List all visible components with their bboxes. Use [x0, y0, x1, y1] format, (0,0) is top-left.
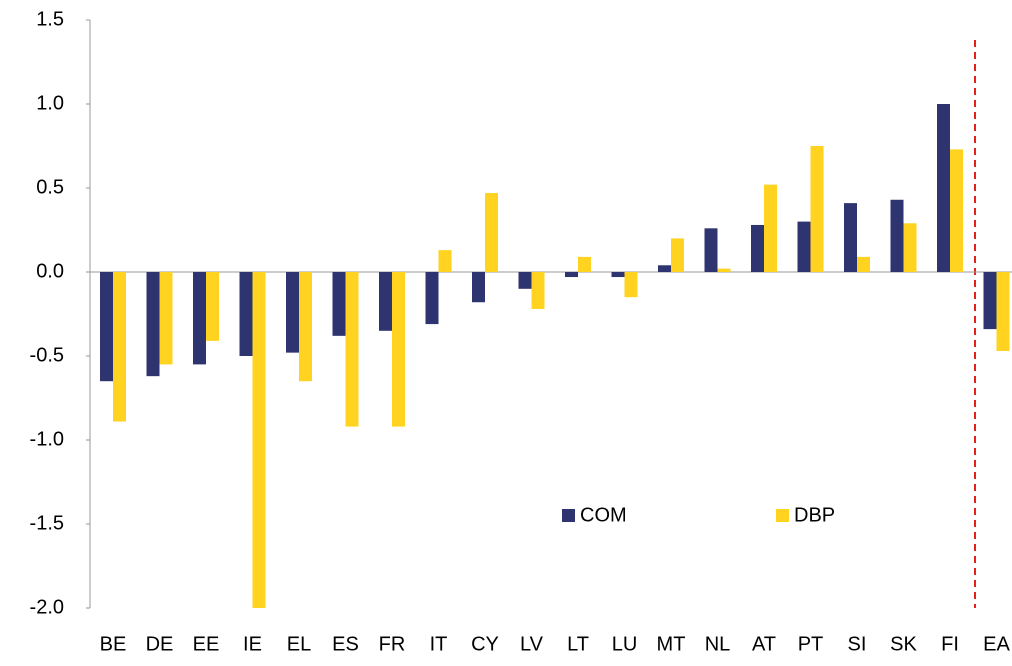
- bar: [890, 199, 904, 272]
- bar: [751, 224, 764, 272]
- bar: [299, 272, 312, 382]
- legend-swatch: [776, 509, 789, 522]
- x-tick-label: IT: [430, 633, 448, 655]
- x-tick-label: ES: [332, 633, 359, 655]
- bar: [159, 272, 173, 365]
- bar: [578, 256, 591, 272]
- bar: [658, 265, 671, 272]
- x-tick-label: IE: [243, 633, 262, 655]
- legend-label: DBP: [794, 504, 835, 526]
- x-tick-label: LT: [567, 633, 589, 655]
- bar: [950, 149, 963, 272]
- bar: [425, 272, 439, 325]
- bar: [611, 272, 625, 278]
- x-tick-label: LV: [520, 633, 544, 655]
- x-tick-label: AT: [752, 633, 776, 655]
- bar: [485, 193, 498, 272]
- bar: [239, 272, 253, 356]
- bar: [797, 221, 811, 272]
- bar: [996, 272, 1010, 351]
- bar: [193, 272, 206, 365]
- x-tick-label: FR: [379, 633, 406, 655]
- x-tick-label: NL: [705, 633, 731, 655]
- bar: [531, 272, 545, 309]
- bar: [252, 272, 266, 608]
- x-tick-label: PT: [798, 633, 824, 655]
- bar: [983, 272, 997, 330]
- legend-label: COM: [580, 504, 627, 526]
- y-tick-label: -0.5: [30, 344, 64, 366]
- bar: [857, 256, 870, 272]
- y-tick-label: -2.0: [30, 596, 64, 618]
- bar: [903, 223, 917, 272]
- bar: [286, 272, 299, 353]
- y-tick-label: 0.0: [36, 260, 64, 282]
- x-tick-label: FI: [941, 633, 959, 655]
- x-tick-label: EE: [193, 633, 220, 655]
- bar: [392, 272, 405, 427]
- x-tick-label: EL: [287, 633, 311, 655]
- bar: [704, 228, 718, 272]
- bar: [937, 104, 950, 272]
- bar: [379, 272, 392, 331]
- y-tick-label: -1.5: [30, 512, 64, 534]
- x-tick-label: SK: [890, 633, 917, 655]
- bar: [100, 272, 113, 382]
- bar: [844, 203, 857, 272]
- bar: [624, 272, 638, 298]
- y-tick-label: -1.0: [30, 428, 64, 450]
- bar: [438, 250, 452, 272]
- x-tick-label: BE: [100, 633, 127, 655]
- bar: [518, 272, 532, 289]
- legend-swatch: [562, 509, 575, 522]
- bar: [717, 268, 731, 272]
- bar: [146, 272, 160, 377]
- x-tick-label: CY: [471, 633, 499, 655]
- bar: [764, 184, 777, 272]
- bar: [671, 238, 684, 272]
- y-tick-label: 1.5: [36, 8, 64, 30]
- bar: [332, 272, 346, 336]
- x-tick-label: DE: [146, 633, 174, 655]
- bar: [345, 272, 359, 427]
- bar: [113, 272, 126, 422]
- y-tick-label: 1.0: [36, 92, 64, 114]
- x-tick-label: LU: [612, 633, 638, 655]
- x-tick-label: SI: [848, 633, 867, 655]
- bar: [472, 272, 485, 303]
- y-tick-label: 0.5: [36, 176, 64, 198]
- bar: [206, 272, 219, 341]
- bar: [565, 272, 578, 278]
- x-tick-label: MT: [657, 633, 686, 655]
- x-tick-label: EA: [983, 633, 1010, 655]
- bar: [810, 146, 824, 272]
